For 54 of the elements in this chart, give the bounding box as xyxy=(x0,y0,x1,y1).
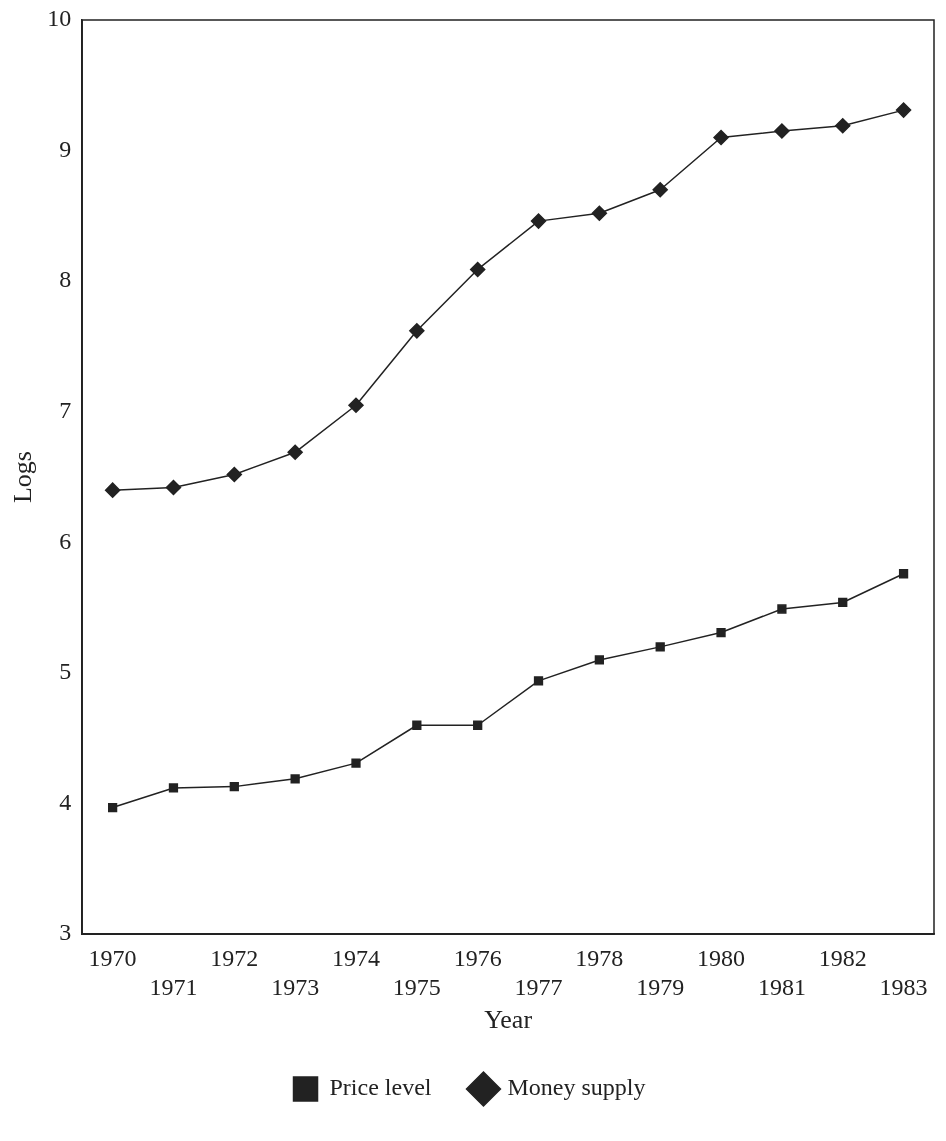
point xyxy=(898,569,909,579)
y-tick-label: 6 xyxy=(59,527,72,554)
point xyxy=(351,758,361,768)
point xyxy=(834,118,851,134)
point xyxy=(107,802,118,813)
x-tick-label: 1973 xyxy=(271,973,320,1000)
point xyxy=(533,676,544,686)
y-tick-label: 3 xyxy=(59,919,72,946)
y-tick-label: 4 xyxy=(59,788,72,815)
x-tick-label: 1972 xyxy=(210,944,259,971)
legend-label: Money supply xyxy=(507,1074,646,1101)
y-tick-label: 9 xyxy=(59,135,72,162)
point xyxy=(774,123,790,139)
x-tick-label: 1982 xyxy=(818,944,867,971)
x-axis-title: Year xyxy=(484,1005,533,1035)
point xyxy=(591,205,608,222)
x-tick-label: 1977 xyxy=(514,973,563,1000)
point xyxy=(777,604,787,614)
x-tick-label: 1971 xyxy=(149,973,198,1000)
y-tick-label: 7 xyxy=(59,397,72,424)
point xyxy=(409,323,425,339)
point xyxy=(287,444,303,461)
x-tick-label: 1976 xyxy=(453,944,502,971)
point xyxy=(165,479,182,496)
point xyxy=(713,129,729,146)
point xyxy=(838,597,848,608)
point xyxy=(412,720,422,730)
x-tick-label: 1981 xyxy=(757,973,806,1000)
point xyxy=(168,783,179,793)
point xyxy=(104,482,121,498)
point xyxy=(348,397,364,414)
x-tick-label: 1983 xyxy=(879,973,928,1000)
x-tick-label: 1975 xyxy=(392,973,441,1000)
y-axis-title: Logs xyxy=(8,451,38,504)
x-tick-label: 1979 xyxy=(636,973,685,1000)
y-tick-label: 8 xyxy=(59,266,72,293)
point xyxy=(652,182,668,198)
point xyxy=(469,261,486,278)
point xyxy=(530,213,547,229)
y-tick-label: 10 xyxy=(47,5,72,32)
point xyxy=(716,627,726,638)
point xyxy=(290,774,300,784)
point xyxy=(895,102,912,118)
y-tick-label: 5 xyxy=(59,658,72,685)
point xyxy=(229,781,239,792)
point xyxy=(655,642,665,652)
x-tick-label: 1980 xyxy=(697,944,746,971)
x-tick-label: 1974 xyxy=(331,944,380,971)
x-tick-label: 1970 xyxy=(88,944,137,971)
legend-label: Price level xyxy=(329,1074,432,1101)
point xyxy=(473,720,483,730)
point xyxy=(226,466,243,483)
x-tick-label: 1978 xyxy=(575,944,624,971)
point xyxy=(594,655,604,665)
